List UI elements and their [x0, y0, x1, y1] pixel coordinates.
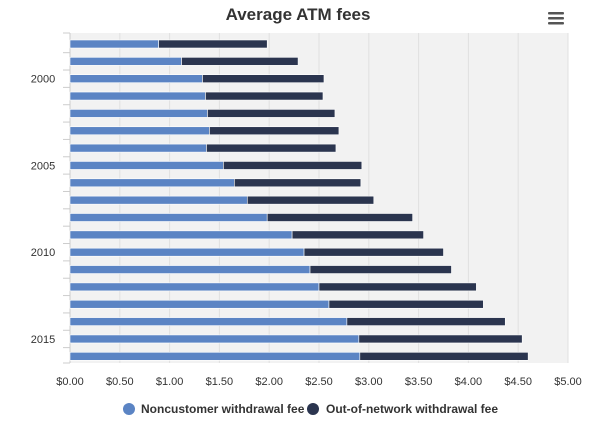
chart-title: Average ATM fees [226, 5, 371, 24]
bar-noncustomer-fee[interactable] [69, 126, 210, 136]
legend-label: Noncustomer withdrawal fee [141, 402, 305, 416]
bar-noncustomer-fee[interactable] [69, 247, 305, 257]
bar-out-of-network-fee[interactable] [234, 178, 362, 188]
bar-noncustomer-fee[interactable] [69, 91, 206, 101]
bar-out-of-network-fee[interactable] [358, 334, 523, 344]
bar-noncustomer-fee[interactable] [69, 334, 360, 344]
bar-out-of-network-fee[interactable] [303, 247, 444, 257]
bar-noncustomer-fee[interactable] [69, 230, 293, 240]
bar-noncustomer-fee[interactable] [69, 282, 320, 292]
x-tick-label: $3.50 [405, 376, 433, 388]
bar-noncustomer-fee[interactable] [69, 143, 207, 153]
bar-noncustomer-fee[interactable] [69, 74, 203, 83]
bar-noncustomer-fee[interactable] [69, 161, 224, 170]
bar-out-of-network-fee[interactable] [202, 74, 325, 83]
x-tick-label: $1.50 [206, 376, 234, 388]
y-tick-label: 2005 [31, 160, 55, 172]
legend-item-out-of-network[interactable]: Out-of-network withdrawal fee [307, 402, 498, 416]
bar-noncustomer-fee[interactable] [69, 317, 348, 326]
bar-out-of-network-fee[interactable] [246, 195, 375, 205]
x-tick-label: $2.00 [255, 376, 283, 388]
legend: Noncustomer withdrawal fee Out-of-network… [123, 402, 498, 416]
bar-out-of-network-fee[interactable] [266, 213, 413, 222]
x-tick-label: $2.50 [305, 376, 333, 388]
bar-noncustomer-fee[interactable] [69, 109, 208, 118]
hamburger-menu-icon[interactable] [545, 10, 565, 28]
bar-noncustomer-fee[interactable] [69, 57, 182, 66]
x-tick-label: $0.00 [56, 376, 84, 388]
bar-noncustomer-fee[interactable] [69, 351, 361, 361]
x-tick-label: $0.50 [106, 376, 134, 388]
bar-out-of-network-fee[interactable] [359, 351, 529, 361]
bar-noncustomer-fee[interactable] [69, 195, 248, 205]
legend-item-noncustomer[interactable]: Noncustomer withdrawal fee [123, 402, 305, 416]
legend-marker [307, 403, 319, 415]
bar-out-of-network-fee[interactable] [309, 265, 452, 274]
bar-out-of-network-fee[interactable] [181, 57, 299, 66]
bar-out-of-network-fee[interactable] [206, 143, 337, 153]
bar-out-of-network-fee[interactable] [207, 109, 336, 118]
x-tick-label: $4.00 [455, 376, 483, 388]
bar-out-of-network-fee[interactable] [318, 282, 477, 292]
x-tick-label: $5.00 [554, 376, 582, 388]
y-tick-label: 2010 [31, 247, 55, 259]
bar-out-of-network-fee[interactable] [205, 91, 324, 101]
bar-out-of-network-fee[interactable] [158, 39, 268, 49]
x-tick-label: $1.00 [156, 376, 184, 388]
y-tick-label: 2015 [31, 334, 55, 346]
bars [69, 39, 529, 361]
bar-out-of-network-fee[interactable] [328, 299, 484, 309]
bar-noncustomer-fee[interactable] [69, 178, 235, 188]
bar-noncustomer-fee[interactable] [69, 213, 268, 222]
bar-out-of-network-fee[interactable] [209, 126, 340, 136]
bar-noncustomer-fee[interactable] [69, 39, 159, 49]
x-tick-label: $3.00 [355, 376, 383, 388]
bar-out-of-network-fee[interactable] [346, 317, 506, 326]
bar-noncustomer-fee[interactable] [69, 299, 330, 309]
legend-marker [123, 403, 135, 415]
legend-label: Out-of-network withdrawal fee [326, 402, 498, 416]
y-tick-label: 2000 [31, 74, 55, 86]
bar-out-of-network-fee[interactable] [223, 161, 363, 170]
x-tick-label: $4.50 [504, 376, 532, 388]
axes: $0.00 $0.50 $1.00 $1.50 $2.00 $2.50 $3.00 $3.50… [31, 32, 582, 388]
bar-out-of-network-fee[interactable] [291, 230, 424, 240]
bar-noncustomer-fee[interactable] [69, 265, 311, 274]
